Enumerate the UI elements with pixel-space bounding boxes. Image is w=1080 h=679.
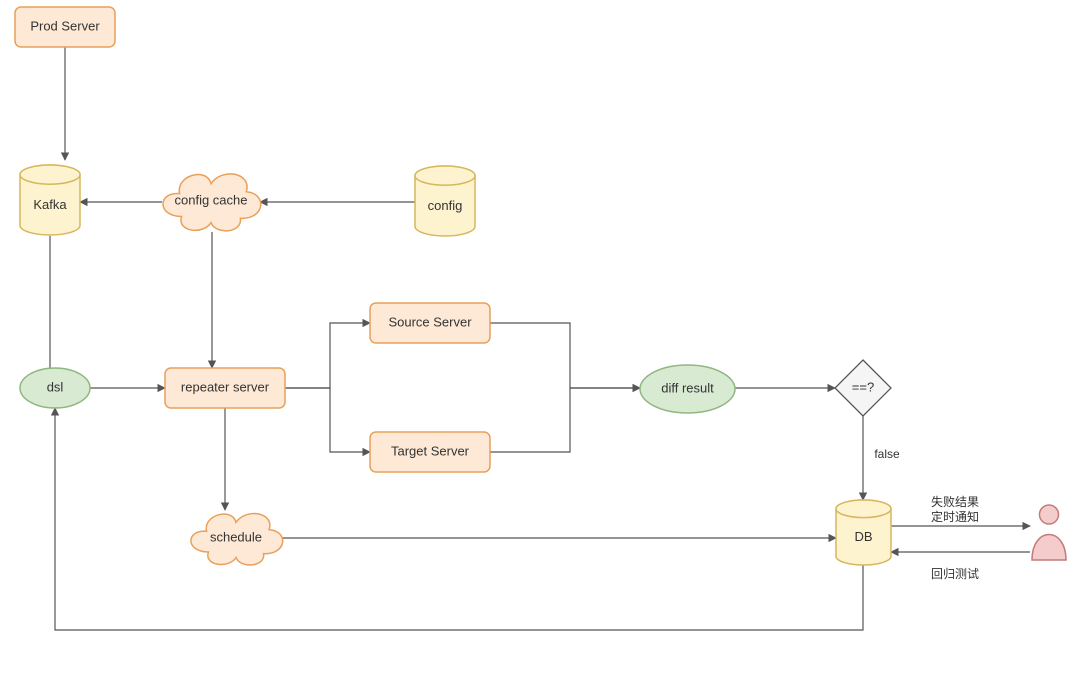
node-label-repeater: repeater server <box>181 379 270 394</box>
node-label-config_cache: config cache <box>175 192 248 207</box>
edge-e8 <box>285 388 370 452</box>
edge-e7 <box>285 323 370 388</box>
node-diff_result: diff result <box>640 365 735 413</box>
node-config: config <box>415 166 475 236</box>
edge-e9 <box>490 323 640 388</box>
node-label-dsl: dsl <box>47 379 64 394</box>
edge-label2-e15: 定时通知 <box>931 509 979 524</box>
node-label-target_server: Target Server <box>391 443 470 458</box>
edge-e4 <box>20 236 50 388</box>
nodes-layer: Prod Server Kafka config cache config dsl rep… <box>15 7 1066 565</box>
node-label-schedule: schedule <box>210 529 262 544</box>
edge-label-e15: 失败结果 <box>931 494 979 509</box>
node-dsl: dsl <box>20 368 90 408</box>
node-label-kafka: Kafka <box>33 197 67 212</box>
flowchart-canvas: false 失败结果定时通知回归测试 Prod Server Kafka config … <box>0 0 1080 679</box>
edge-e10 <box>490 388 640 452</box>
node-source_server: Source Server <box>370 303 490 343</box>
node-label-diff_result: diff result <box>661 380 714 395</box>
node-decision: ==? <box>835 360 891 416</box>
node-label-db: DB <box>854 529 872 544</box>
node-config_cache: config cache <box>163 174 261 231</box>
node-target_server: Target Server <box>370 432 490 472</box>
node-kafka: Kafka <box>20 165 80 235</box>
edge-label-e16: 回归测试 <box>931 566 979 581</box>
node-prod_server: Prod Server <box>15 7 115 47</box>
node-user <box>1032 505 1066 560</box>
node-repeater: repeater server <box>165 368 285 408</box>
node-label-decision: ==? <box>852 379 874 394</box>
edge-label-e12: false <box>874 447 900 461</box>
node-db: DB <box>836 500 891 565</box>
node-label-config: config <box>428 198 463 213</box>
node-schedule: schedule <box>191 514 283 565</box>
node-label-source_server: Source Server <box>388 314 472 329</box>
node-label-prod_server: Prod Server <box>30 18 100 33</box>
